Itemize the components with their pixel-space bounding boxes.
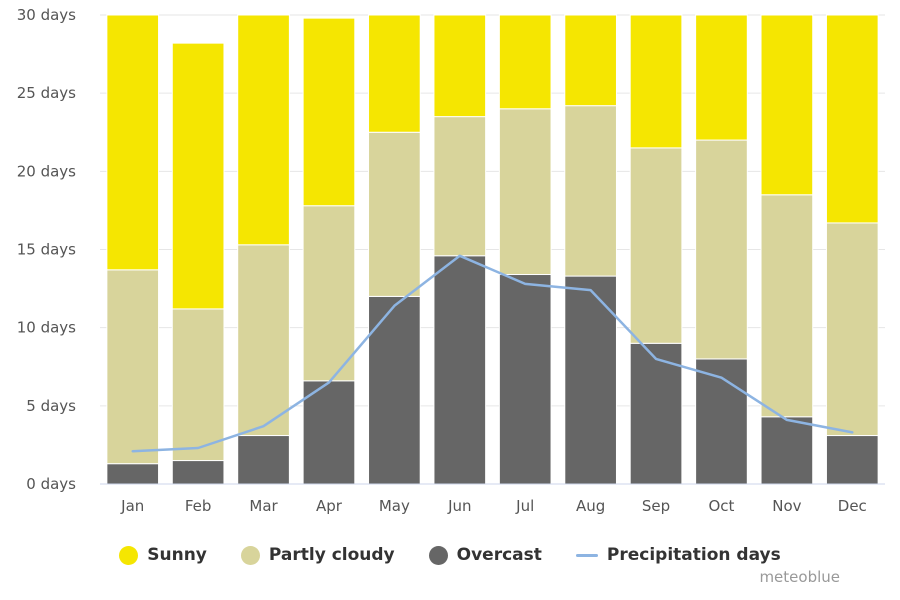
x-tick-label: Jun — [447, 497, 471, 515]
x-tick-label: Apr — [316, 497, 343, 515]
bar-partly-cloudy-may[interactable] — [368, 131, 421, 297]
bar-partly-cloudy-nov[interactable] — [760, 194, 814, 418]
legend: Sunny Partly cloudy Overcast Precipitati… — [0, 540, 900, 570]
bar-partly-cloudy-dec[interactable] — [825, 222, 879, 437]
bar-sunny-jun[interactable] — [433, 14, 487, 118]
legend-item-partly-cloudy[interactable]: Partly cloudy — [240, 545, 395, 565]
x-axis: Jan Feb Mar Apr May Jun Jul Aug Sep Oct Nov Dec — [100, 483, 885, 515]
y-tick-label: 0 days — [26, 475, 76, 493]
y-axis: 0 days 5 days 10 days 15 days 20 days 25 days… — [17, 6, 76, 493]
bar-sunny-jul[interactable] — [498, 14, 552, 110]
bar-sunny-jan[interactable] — [106, 14, 160, 271]
y-tick-label: 20 days — [17, 162, 76, 180]
legend-label-partly-cloudy: Partly cloudy — [268, 545, 395, 565]
grid-lines — [100, 14, 885, 485]
bar-overcast-oct[interactable] — [695, 358, 748, 485]
bar-overcast-mar[interactable] — [237, 435, 290, 485]
bar-sunny-nov[interactable] — [760, 14, 814, 196]
bar-sunny-feb[interactable] — [171, 42, 225, 310]
legend-label-precipitation-days: Precipitation days — [606, 545, 781, 565]
bar-sunny-may[interactable] — [368, 14, 421, 133]
bar-partly-cloudy-apr[interactable] — [302, 205, 356, 382]
x-tick-label: Dec — [838, 497, 867, 515]
credit-text[interactable]: meteoblue — [759, 568, 840, 586]
legend-item-precipitation-days[interactable]: Precipitation days — [575, 545, 781, 565]
x-tick-label: Jul — [515, 497, 534, 515]
bar-sunny-dec[interactable] — [825, 14, 879, 224]
precipitation-days-line[interactable] — [131, 254, 854, 453]
bar-overcast-apr[interactable] — [302, 380, 356, 485]
bar-overcast-feb[interactable] — [171, 460, 225, 485]
bar-overcast-may[interactable] — [368, 295, 421, 485]
bar-sunny-sep[interactable] — [629, 14, 683, 149]
x-tick-label: Oct — [708, 497, 734, 515]
bar-sunny-aug[interactable] — [564, 14, 617, 107]
y-tick-label: 5 days — [26, 397, 76, 415]
legend-label-sunny: Sunny — [147, 545, 207, 565]
legend-item-overcast[interactable]: Overcast — [428, 545, 542, 565]
y-tick-label: 25 days — [17, 84, 76, 102]
bar-partly-cloudy-aug[interactable] — [564, 105, 617, 277]
bar-partly-cloudy-jul[interactable] — [498, 108, 552, 276]
legend-swatch-partly-cloudy — [240, 545, 260, 565]
bar-overcast-jul[interactable] — [498, 274, 552, 485]
bar-overcast-sep[interactable] — [629, 342, 683, 485]
legend-swatch-overcast — [428, 545, 448, 565]
y-tick-label: 10 days — [17, 319, 76, 337]
bar-partly-cloudy-oct[interactable] — [695, 139, 748, 360]
precipitation-line — [131, 254, 854, 453]
chart: 0 days 5 days 10 days 15 days 20 days 25 days… — [17, 6, 885, 515]
x-tick-label: Jan — [120, 497, 144, 515]
legend-item-sunny[interactable]: Sunny — [119, 545, 207, 565]
x-tick-label: Sep — [642, 497, 670, 515]
bar-overcast-nov[interactable] — [760, 416, 814, 485]
bar-sunny-mar[interactable] — [237, 14, 290, 246]
bar-sunny-oct[interactable] — [695, 14, 748, 141]
bar-overcast-jun[interactable] — [433, 255, 487, 485]
bar-partly-cloudy-jun[interactable] — [433, 116, 487, 257]
x-tick-label: Aug — [576, 497, 605, 515]
x-tick-label: Mar — [249, 497, 278, 515]
bar-partly-cloudy-sep[interactable] — [629, 147, 683, 344]
y-tick-label: 15 days — [17, 241, 76, 259]
legend-swatch-precipitation-days — [575, 553, 598, 557]
bar-overcast-dec[interactable] — [825, 435, 879, 485]
bar-overcast-jan[interactable] — [106, 463, 160, 485]
y-tick-label: 30 days — [17, 6, 76, 24]
bar-sunny-apr[interactable] — [302, 17, 356, 207]
x-tick-label: May — [379, 497, 410, 515]
bar-partly-cloudy-feb[interactable] — [171, 308, 225, 462]
bar-partly-cloudy-mar[interactable] — [237, 244, 290, 437]
legend-swatch-sunny — [119, 545, 139, 565]
x-tick-label: Nov — [772, 497, 801, 515]
bar-overcast-aug[interactable] — [564, 275, 617, 485]
bar-partly-cloudy-jan[interactable] — [106, 269, 160, 465]
x-tick-label: Feb — [185, 497, 212, 515]
bars — [106, 14, 879, 485]
legend-label-overcast: Overcast — [456, 545, 542, 565]
